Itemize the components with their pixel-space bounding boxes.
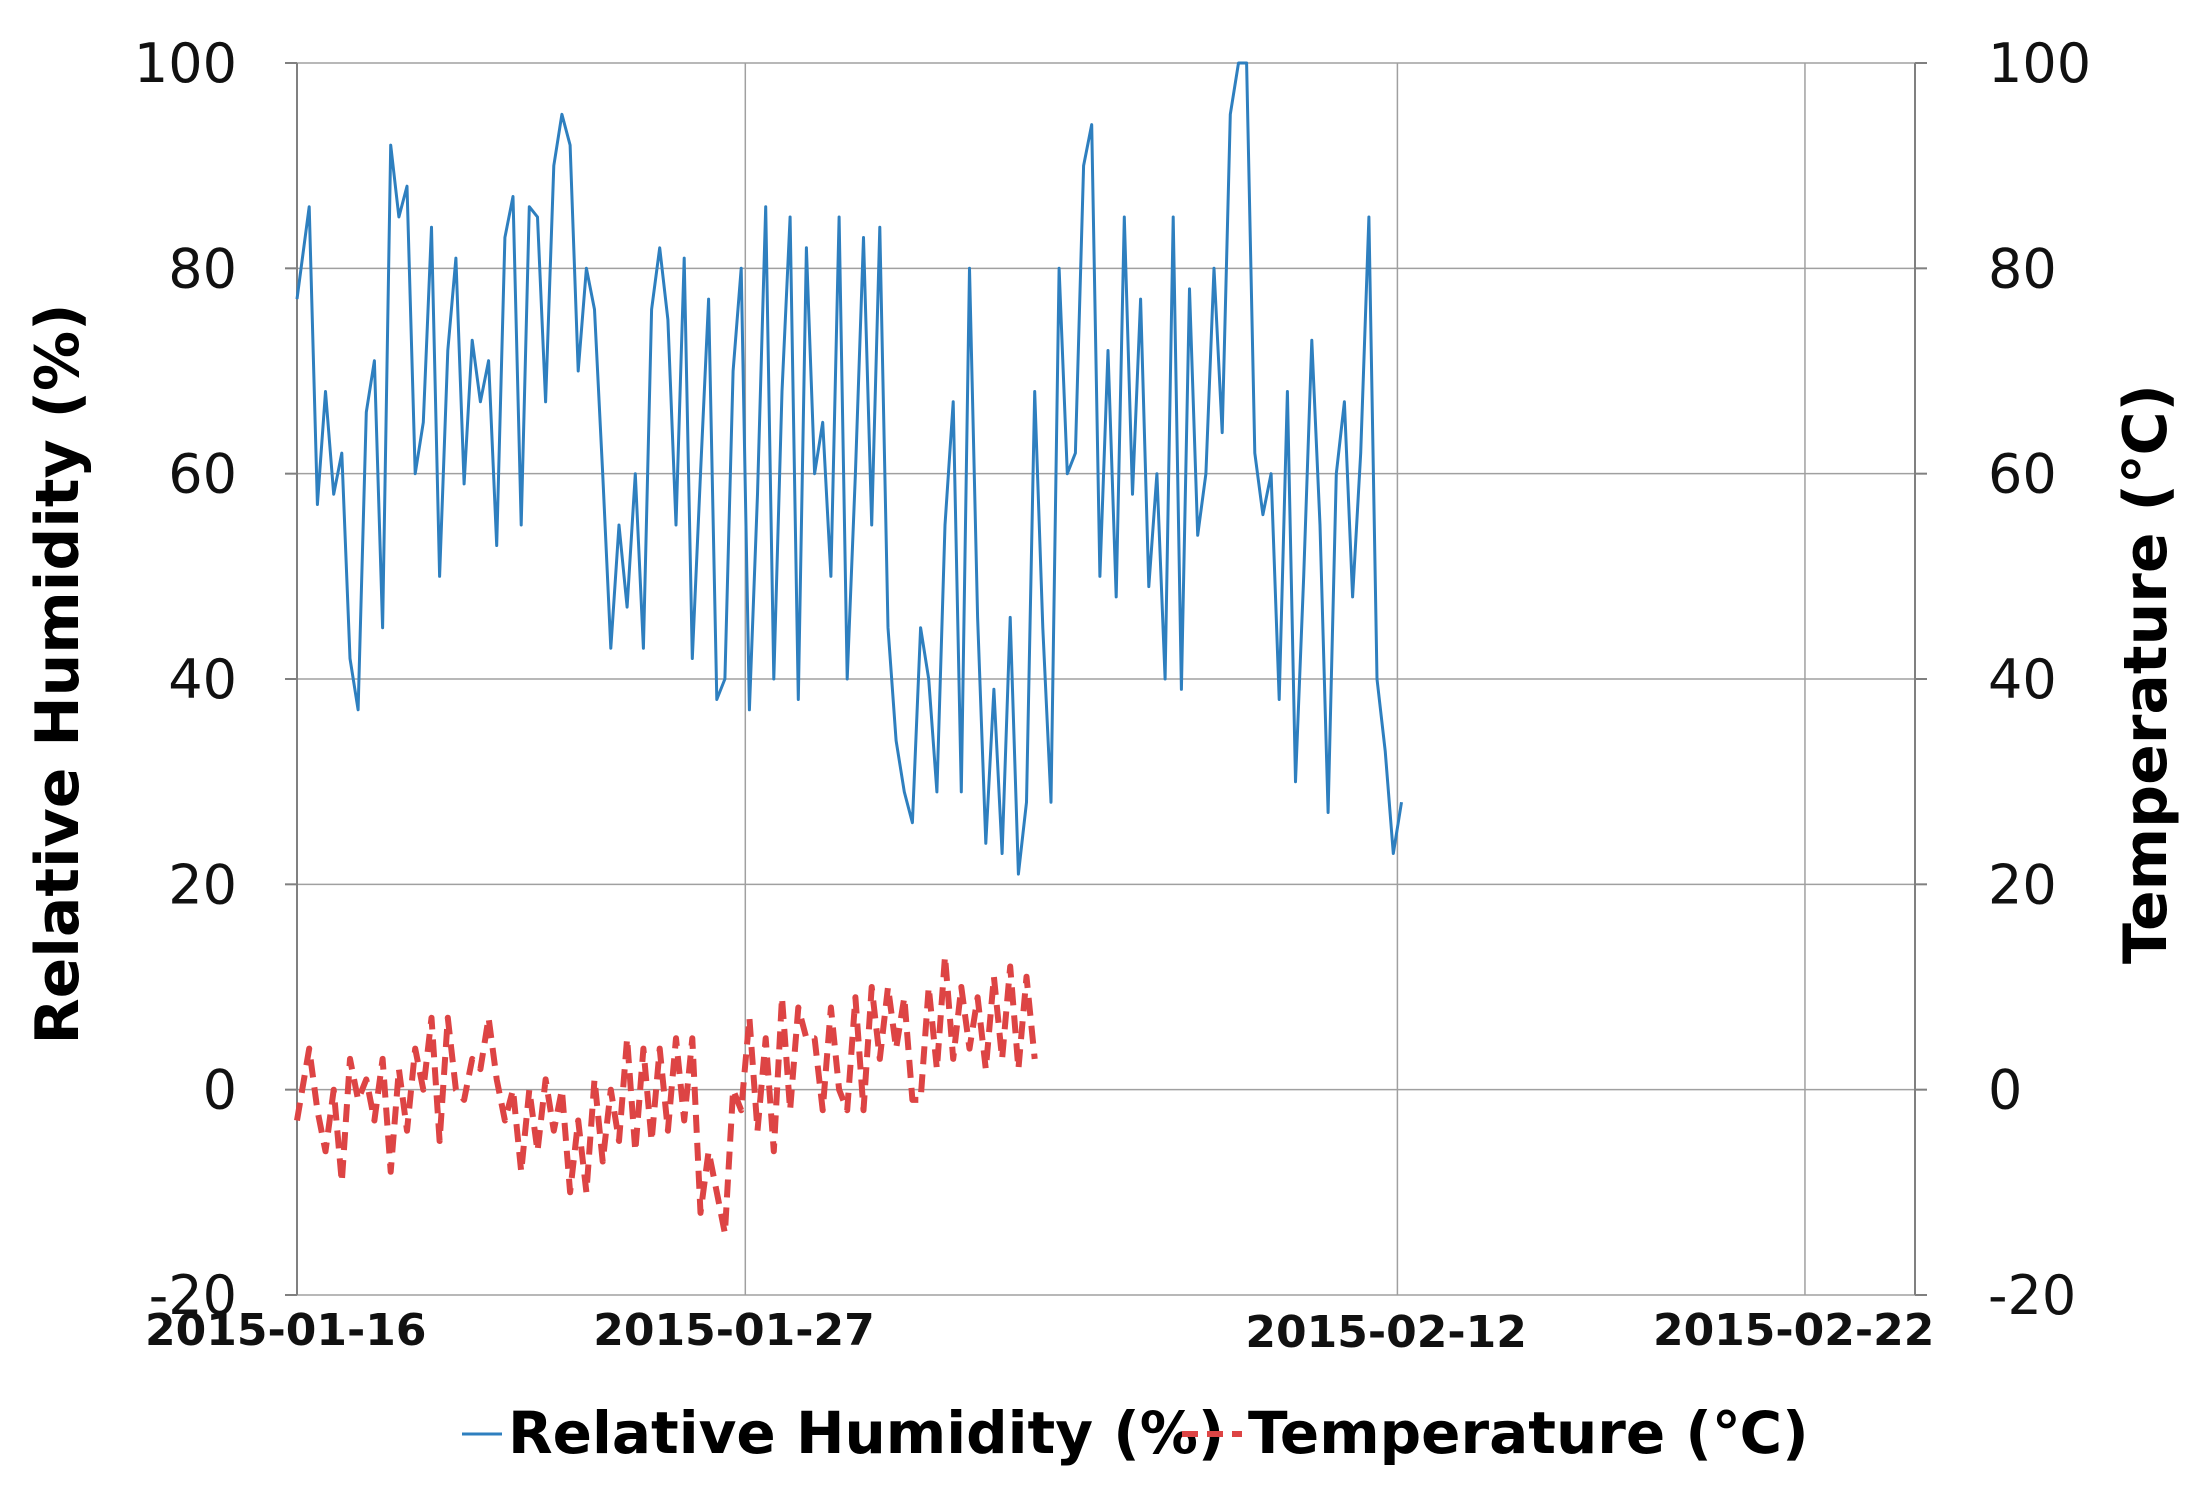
- series-layer: [294, 61, 1403, 1237]
- y-left-tick-labels: -20 0 20 40 60 80 100: [134, 32, 237, 1327]
- y-right-tick-label: 100: [1988, 32, 2091, 95]
- y-right-tick-label: -20: [1988, 1264, 2076, 1327]
- y-left-tick-label: 60: [168, 443, 237, 506]
- y-left-tick-label: 100: [134, 32, 237, 95]
- y-left-tick-label: 20: [168, 853, 237, 916]
- y-left-tick-label: 80: [168, 237, 237, 300]
- y-right-tick-label: 60: [1988, 443, 2057, 506]
- x-tick-label: 2015-02-12: [1245, 1307, 1526, 1358]
- y-right-tick-label: 80: [1988, 237, 2057, 300]
- x-tick-label: 2015-01-27: [593, 1305, 874, 1356]
- y-right-axis-title: Temperature (℃): [2111, 384, 2181, 964]
- series-line-humidity: [295, 61, 1403, 876]
- legend-label-humidity: Relative Humidity (%): [508, 1399, 1224, 1467]
- x-tick-label: 2015-02-22: [1653, 1305, 1934, 1356]
- y-right-tick-labels: -20 0 20 40 60 80 100: [1988, 32, 2091, 1327]
- axes: [285, 62, 1927, 1296]
- y-left-tick-label: 40: [168, 648, 237, 711]
- y-left-tick-label: 0: [203, 1059, 237, 1122]
- y-right-tick-label: 40: [1988, 648, 2057, 711]
- y-right-tick-label: 20: [1988, 853, 2057, 916]
- x-tick-labels: 2015-01-16 2015-01-27 2015-02-12 2015-02-22: [145, 1305, 1934, 1358]
- legend: Relative Humidity (%) Temperature (℃): [462, 1399, 1809, 1467]
- legend-label-temperature: Temperature (℃): [1248, 1399, 1809, 1467]
- y-right-tick-label: 0: [1988, 1059, 2022, 1122]
- series-line-temperature: [294, 953, 1038, 1237]
- y-left-tick-label: -20: [149, 1264, 237, 1327]
- x-tick-label: 2015-01-16: [145, 1305, 426, 1356]
- y-left-axis-title: Relative Humidity (%): [23, 303, 93, 1044]
